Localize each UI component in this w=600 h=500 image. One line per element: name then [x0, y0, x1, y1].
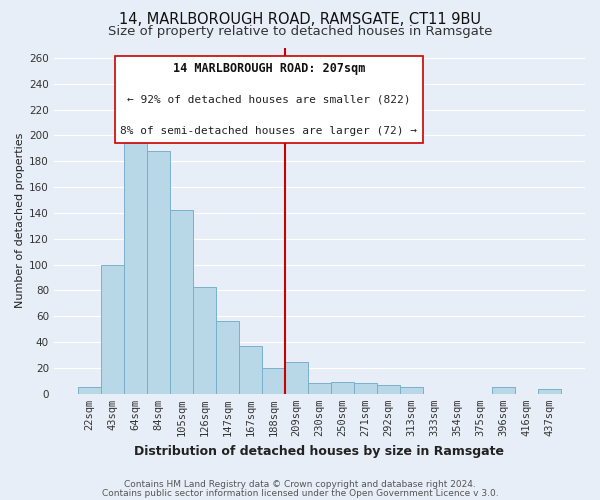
- Text: 8% of semi-detached houses are larger (72) →: 8% of semi-detached houses are larger (7…: [121, 126, 418, 136]
- Text: Contains HM Land Registry data © Crown copyright and database right 2024.: Contains HM Land Registry data © Crown c…: [124, 480, 476, 489]
- Text: 14 MARLBOROUGH ROAD: 207sqm: 14 MARLBOROUGH ROAD: 207sqm: [173, 62, 365, 75]
- Bar: [239, 346, 262, 394]
- Text: ← 92% of detached houses are smaller (822): ← 92% of detached houses are smaller (82…: [127, 94, 410, 104]
- FancyBboxPatch shape: [115, 56, 423, 142]
- Bar: [170, 210, 193, 394]
- Text: 14, MARLBOROUGH ROAD, RAMSGATE, CT11 9BU: 14, MARLBOROUGH ROAD, RAMSGATE, CT11 9BU: [119, 12, 481, 28]
- Bar: [538, 388, 561, 394]
- Bar: [492, 388, 515, 394]
- Bar: [285, 362, 308, 394]
- Text: Contains public sector information licensed under the Open Government Licence v : Contains public sector information licen…: [101, 488, 499, 498]
- Bar: [308, 384, 331, 394]
- Bar: [400, 388, 423, 394]
- Bar: [377, 385, 400, 394]
- Bar: [101, 264, 124, 394]
- Bar: [216, 322, 239, 394]
- Bar: [78, 388, 101, 394]
- Y-axis label: Number of detached properties: Number of detached properties: [15, 133, 25, 308]
- Text: Size of property relative to detached houses in Ramsgate: Size of property relative to detached ho…: [108, 25, 492, 38]
- Bar: [147, 151, 170, 394]
- Bar: [354, 384, 377, 394]
- Bar: [262, 368, 285, 394]
- Bar: [331, 382, 354, 394]
- Bar: [193, 286, 216, 394]
- Bar: [124, 130, 147, 394]
- X-axis label: Distribution of detached houses by size in Ramsgate: Distribution of detached houses by size …: [134, 444, 505, 458]
